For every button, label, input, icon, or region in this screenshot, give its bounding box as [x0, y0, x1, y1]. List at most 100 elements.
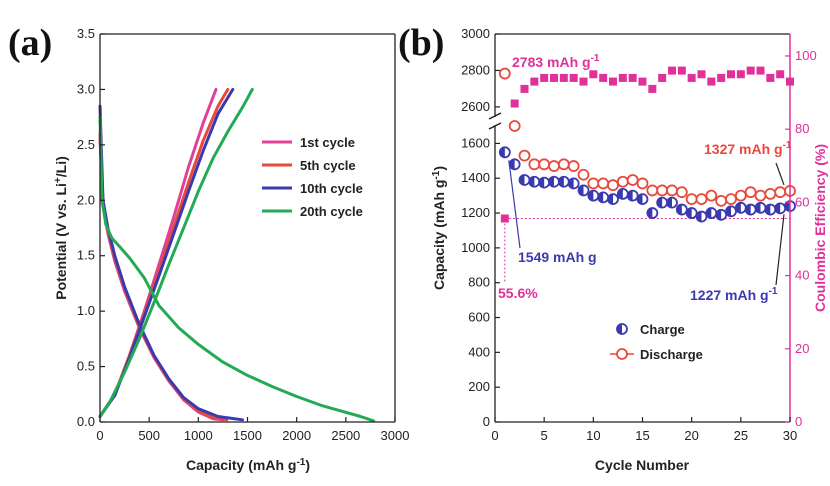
- b-y-tick-label: 2600: [461, 99, 490, 114]
- b-discharge-point: [626, 174, 639, 186]
- b-ce-point: [697, 70, 706, 79]
- b-ce-point: [746, 66, 755, 75]
- b-ce-point: [677, 66, 686, 75]
- b-charge-point-fill: [608, 194, 613, 205]
- b-annotation-superscript: -1: [769, 286, 778, 297]
- b-ce-point: [559, 73, 568, 82]
- b-charge-point-fill: [637, 194, 643, 205]
- b-discharge-point: [557, 158, 570, 171]
- b-ce-point: [609, 77, 617, 86]
- b-discharge-point: [597, 177, 610, 190]
- b-discharge-point: [518, 149, 531, 162]
- b-discharge-point: [675, 186, 688, 199]
- b-ce-point: [717, 73, 726, 82]
- b-charge-point-fill: [598, 192, 604, 203]
- b-annotation-ce_first: 55.6%: [498, 285, 538, 301]
- b-ce-point: [540, 73, 549, 82]
- b-discharge-point: [538, 158, 551, 171]
- b-annotation-charge_last: 1227 mAh g-1: [690, 286, 778, 303]
- b-y2-tick-label: 80: [795, 121, 809, 136]
- b-discharge-point: [705, 189, 718, 202]
- b-charge-point-fill: [726, 206, 731, 217]
- b-charge-point-fill: [509, 159, 515, 170]
- b-discharge-point: [734, 189, 747, 202]
- b-ce-point: [569, 73, 578, 82]
- b-annotation-text: 1227 mAh g: [690, 287, 769, 303]
- b-ce-point: [658, 73, 667, 82]
- b-ce-point: [589, 70, 598, 79]
- b-y-tick-label: 800: [468, 275, 490, 290]
- b-arrow-charge-first: [508, 160, 521, 249]
- a-x-tick-label: 3000: [381, 428, 410, 443]
- panel-b-label: (b): [398, 22, 444, 64]
- b-charge-point-fill: [539, 177, 545, 188]
- b-charge-point-fill: [765, 204, 771, 215]
- b-legend: Charge Discharge: [610, 322, 703, 362]
- b-discharge-point: [616, 175, 629, 188]
- b-y-tick-label: 2800: [461, 62, 490, 77]
- b-arrow-charge-last: [775, 214, 785, 286]
- b-break-mark-upper: [488, 112, 502, 120]
- b-ce-point: [550, 73, 558, 82]
- a-y-tick-label: 2.5: [77, 137, 95, 152]
- b-legend-discharge-marker: [616, 348, 628, 360]
- b-charge-point-fill: [716, 209, 722, 220]
- b-y-tick-label: 1600: [461, 135, 490, 150]
- b-annotation-superscript: -1: [591, 53, 600, 64]
- b-charge-point-fill: [657, 197, 663, 208]
- b-discharge-point: [744, 186, 757, 199]
- b-annotation-superscript: -1: [783, 140, 792, 151]
- b-ce-point: [510, 99, 519, 108]
- b-ce-point: [668, 66, 676, 75]
- b-ce-point: [628, 73, 637, 82]
- b-charge-point-fill: [627, 190, 633, 201]
- a-legend-label: 20th cycle: [300, 204, 363, 219]
- a-x-tick-label: 0: [96, 428, 103, 443]
- b-discharge-point: [685, 193, 698, 206]
- b-charge-point-fill: [785, 201, 790, 212]
- a-y-tick-label: 3.0: [77, 81, 95, 96]
- b-y-tick-label: 200: [468, 379, 490, 394]
- a-x-tick-label: 1500: [233, 428, 262, 443]
- a-y-tick-label: 2.0: [77, 192, 95, 207]
- b-ce-point: [776, 70, 785, 79]
- b-y-tick-label: 3000: [461, 26, 490, 41]
- b-y-tick-label: 1200: [461, 205, 490, 220]
- b-legend-charge-marker-fill: [617, 324, 622, 334]
- a-y-tick-label: 1.5: [77, 248, 95, 263]
- a-y-tick-label: 0.5: [77, 359, 95, 374]
- b-x-tick-label: 15: [635, 428, 649, 443]
- b-charge-point-fill: [647, 208, 653, 219]
- b-y2-tick-label: 100: [795, 48, 817, 63]
- b-annotation-text: 1327 mAh g: [704, 141, 783, 157]
- b-charge-point-fill: [519, 174, 525, 185]
- b-charge-point-fill: [735, 202, 741, 213]
- b-ce-point: [638, 77, 647, 86]
- b-discharge-point: [774, 186, 787, 199]
- b-charge-point-fill: [549, 176, 554, 187]
- b-axis-break: [488, 112, 502, 130]
- b-discharge-point: [695, 193, 708, 206]
- b-ce-point: [648, 84, 657, 93]
- b-discharge-point: [666, 184, 678, 197]
- b-charge-point-fill: [617, 188, 623, 199]
- b-charge-point-fill: [775, 203, 781, 214]
- b-x-tick-label: 25: [734, 428, 748, 443]
- b-y-tick-label: 400: [468, 344, 490, 359]
- b-y2-tick-label: 60: [795, 194, 809, 209]
- b-charge-point-fill: [755, 202, 761, 213]
- b-y2-tick-label: 0: [795, 414, 802, 429]
- b-x-tick-label: 10: [586, 428, 600, 443]
- b-discharge-point: [646, 184, 659, 197]
- b-x-tick-label: 5: [541, 428, 548, 443]
- a-legend-label: 5th cycle: [300, 158, 356, 173]
- b-annotation-discharge_last: 1327 mAh g-1: [704, 140, 792, 157]
- b-y-tick-label: 0: [483, 414, 490, 429]
- b-charge-point-fill: [529, 176, 535, 187]
- b-charge-point-fill: [667, 197, 672, 208]
- a-y-tick-label: 1.0: [77, 303, 95, 318]
- b-ce-point: [707, 77, 716, 86]
- b-y2-axis-label: Coulombic Efficiency (%): [812, 144, 828, 312]
